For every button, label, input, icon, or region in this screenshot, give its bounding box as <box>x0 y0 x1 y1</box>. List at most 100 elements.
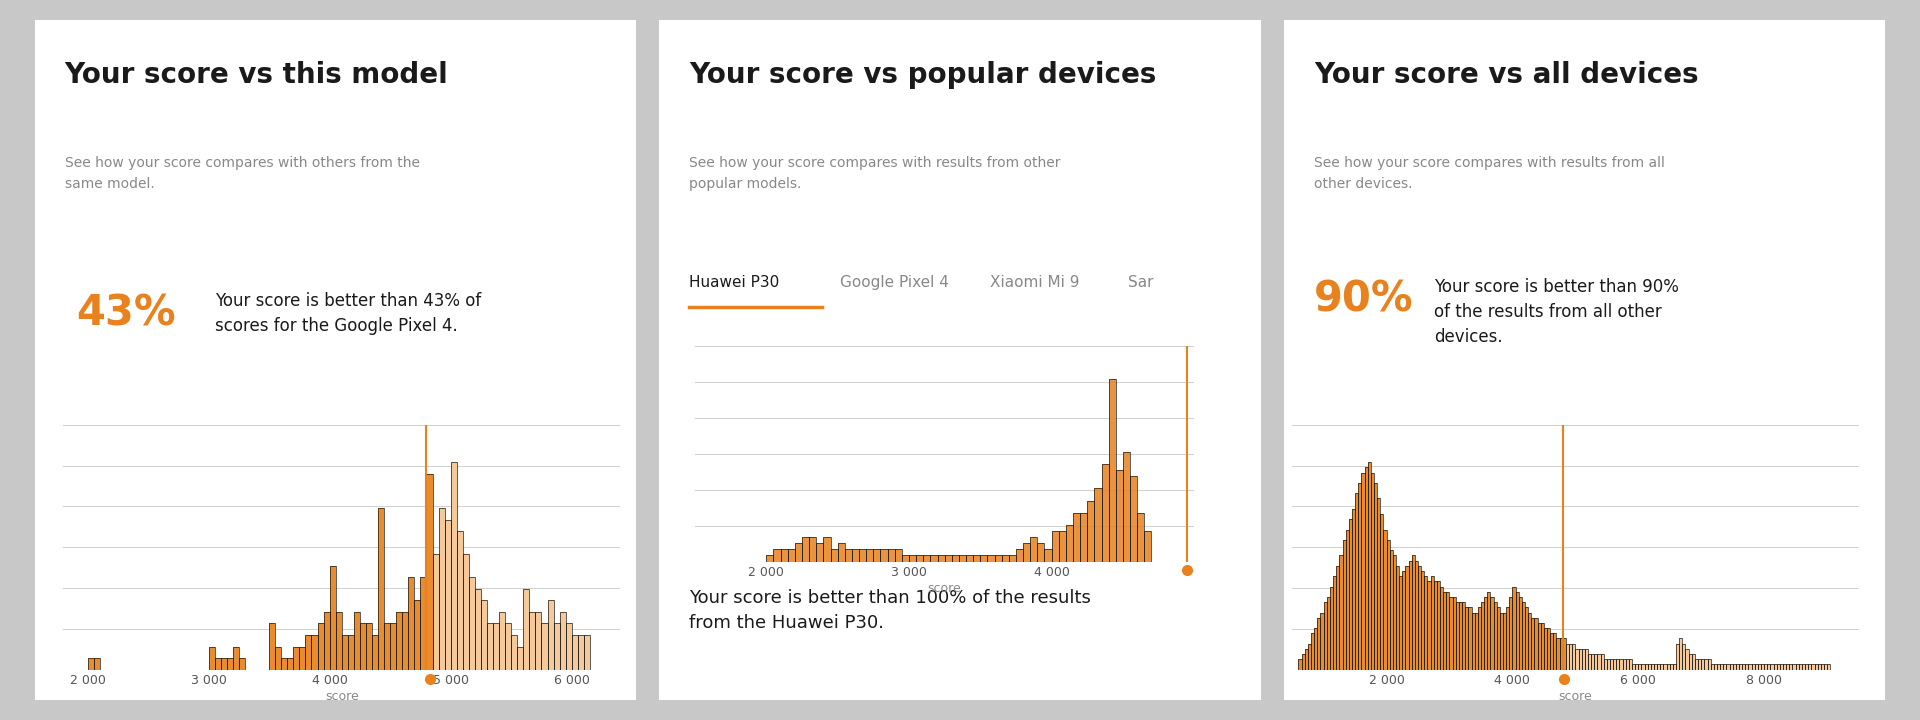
Bar <box>372 635 378 670</box>
Bar <box>1645 665 1647 670</box>
Bar <box>1384 530 1386 670</box>
Bar <box>1131 476 1137 562</box>
Bar <box>1375 483 1377 670</box>
Bar <box>1440 587 1444 670</box>
Bar <box>1801 665 1805 670</box>
Bar <box>378 508 384 670</box>
Bar <box>1392 556 1396 670</box>
Bar <box>1336 566 1340 670</box>
Bar <box>1375 483 1377 670</box>
Bar <box>384 624 390 670</box>
Bar <box>1642 665 1645 670</box>
Bar <box>1680 639 1682 670</box>
Bar <box>367 624 372 670</box>
Bar <box>824 537 831 562</box>
Bar <box>415 600 420 670</box>
Bar <box>348 635 353 670</box>
Bar <box>1592 654 1594 670</box>
Bar <box>1409 561 1411 670</box>
Bar <box>1786 665 1789 670</box>
Bar <box>1628 660 1632 670</box>
Bar <box>1405 566 1409 670</box>
Bar <box>215 658 221 670</box>
Bar <box>1321 613 1323 670</box>
Bar <box>1102 464 1108 562</box>
Bar <box>1505 608 1509 670</box>
Bar <box>1519 597 1523 670</box>
Bar <box>787 549 795 562</box>
Bar <box>1377 498 1380 670</box>
Bar <box>396 612 403 670</box>
Bar <box>547 600 553 670</box>
Bar <box>420 577 426 670</box>
Bar <box>1463 602 1465 670</box>
Bar <box>1430 576 1434 670</box>
Bar <box>1469 608 1471 670</box>
Bar <box>1672 665 1676 670</box>
Bar <box>94 658 100 670</box>
Bar <box>280 658 288 670</box>
Bar <box>1567 644 1569 670</box>
Bar <box>516 647 524 670</box>
Bar <box>1478 608 1480 670</box>
Bar <box>317 624 324 670</box>
Bar <box>1116 470 1123 562</box>
Bar <box>390 624 396 670</box>
Bar <box>1519 597 1523 670</box>
Bar <box>1563 639 1567 670</box>
Bar <box>1740 665 1741 670</box>
Bar <box>451 462 457 670</box>
Bar <box>1759 665 1761 670</box>
Bar <box>1361 472 1365 670</box>
Bar <box>1764 665 1766 670</box>
Bar <box>1661 665 1663 670</box>
Bar <box>584 635 589 670</box>
Text: Your score vs this model: Your score vs this model <box>65 61 449 89</box>
Bar <box>1498 608 1500 670</box>
Bar <box>1037 544 1044 562</box>
Bar <box>505 624 511 670</box>
Bar <box>1298 660 1302 670</box>
Bar <box>1327 597 1331 670</box>
Bar <box>1809 665 1811 670</box>
Bar <box>1584 649 1588 670</box>
Bar <box>1500 613 1503 670</box>
Bar <box>1513 587 1515 670</box>
Bar <box>524 589 530 670</box>
Bar <box>1559 639 1563 670</box>
Bar <box>420 577 426 670</box>
Bar <box>1446 592 1450 670</box>
Bar <box>874 549 881 562</box>
Bar <box>1759 665 1761 670</box>
Bar <box>1567 644 1569 670</box>
Bar <box>1471 613 1475 670</box>
Bar <box>1548 628 1549 670</box>
Bar <box>1588 654 1592 670</box>
Bar <box>1484 597 1488 670</box>
Bar <box>973 556 981 562</box>
Bar <box>1463 602 1465 670</box>
Bar <box>803 537 808 562</box>
Bar <box>1405 566 1409 670</box>
Bar <box>317 624 324 670</box>
Bar <box>916 556 924 562</box>
Bar <box>1534 618 1538 670</box>
Bar <box>1436 582 1440 670</box>
Bar <box>1524 608 1528 670</box>
Bar <box>1475 613 1478 670</box>
Bar <box>1308 644 1311 670</box>
Bar <box>1434 582 1436 670</box>
Bar <box>336 612 342 670</box>
Bar <box>311 635 317 670</box>
Text: Your score is better than 100% of the results
from the Huawei P30.: Your score is better than 100% of the re… <box>689 589 1091 632</box>
Bar <box>1348 519 1352 670</box>
Bar <box>1405 566 1409 670</box>
Bar <box>1494 602 1498 670</box>
Bar <box>294 647 300 670</box>
Bar <box>1386 540 1390 670</box>
Bar <box>511 635 516 670</box>
Bar <box>1380 514 1384 670</box>
Bar <box>1553 634 1557 670</box>
Bar <box>945 556 952 562</box>
Bar <box>1569 644 1572 670</box>
